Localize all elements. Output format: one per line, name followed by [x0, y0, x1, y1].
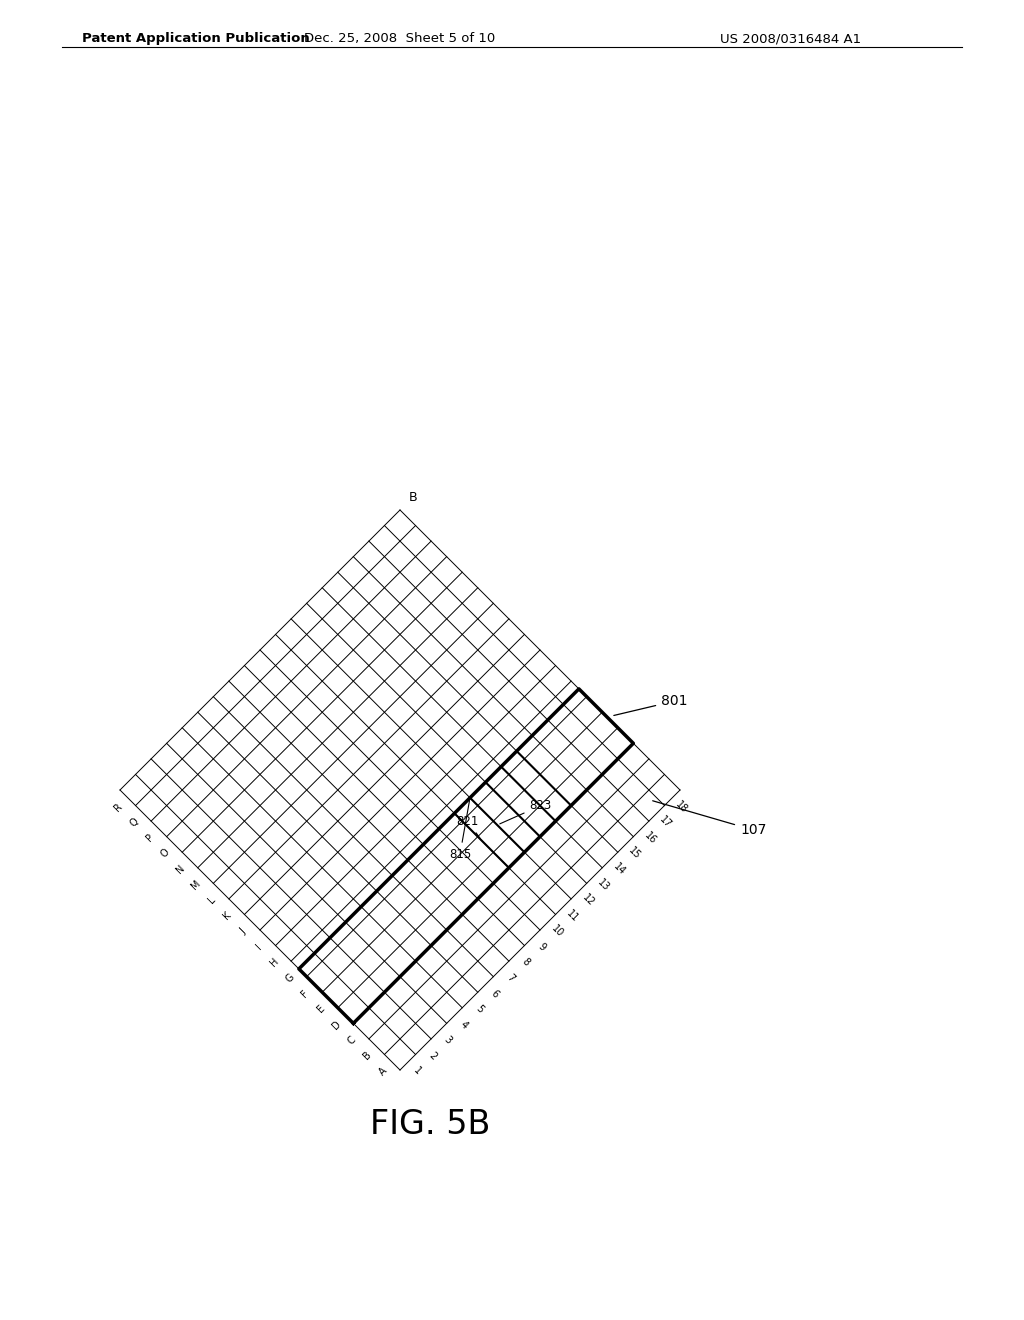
Text: 107: 107 — [652, 801, 766, 837]
Text: C: C — [346, 1035, 357, 1047]
Text: F: F — [300, 989, 310, 999]
Text: 815: 815 — [449, 800, 471, 861]
Text: P: P — [144, 833, 156, 843]
Text: Patent Application Publication: Patent Application Publication — [82, 32, 309, 45]
Text: M: M — [189, 878, 203, 891]
Text: 6: 6 — [489, 987, 501, 999]
Text: 3: 3 — [442, 1035, 454, 1045]
Text: 13: 13 — [596, 876, 611, 892]
Text: Q: Q — [128, 816, 140, 829]
Text: 8: 8 — [520, 957, 531, 969]
Text: 14: 14 — [611, 862, 627, 876]
Text: 17: 17 — [658, 814, 674, 830]
Text: L: L — [207, 895, 217, 906]
Text: 821: 821 — [457, 814, 480, 838]
Text: D: D — [330, 1019, 343, 1031]
Text: N: N — [175, 863, 187, 875]
Text: R: R — [113, 801, 125, 813]
Text: 18: 18 — [674, 799, 689, 814]
Text: 11: 11 — [564, 908, 581, 924]
Text: 16: 16 — [642, 830, 658, 846]
Text: K: K — [221, 909, 233, 921]
Text: G: G — [284, 972, 296, 985]
Text: 7: 7 — [505, 973, 516, 983]
Text: E: E — [315, 1003, 327, 1015]
Text: 4: 4 — [458, 1019, 469, 1031]
Text: J: J — [239, 927, 248, 936]
Text: FIG. 5B: FIG. 5B — [370, 1109, 490, 1142]
Text: 10: 10 — [549, 924, 565, 940]
Text: 1: 1 — [412, 1065, 423, 1077]
Text: H: H — [268, 957, 281, 969]
Text: 15: 15 — [627, 846, 643, 862]
Text: 12: 12 — [581, 892, 596, 908]
Text: 5: 5 — [473, 1003, 485, 1015]
Text: 2: 2 — [427, 1051, 438, 1061]
Text: US 2008/0316484 A1: US 2008/0316484 A1 — [720, 32, 861, 45]
Text: 801: 801 — [613, 694, 688, 715]
Text: A: A — [377, 1065, 389, 1077]
Text: O: O — [159, 847, 171, 859]
Text: I: I — [254, 942, 263, 952]
Text: 823: 823 — [500, 799, 552, 824]
Text: B: B — [361, 1049, 374, 1061]
Text: B: B — [409, 491, 417, 504]
Text: Dec. 25, 2008  Sheet 5 of 10: Dec. 25, 2008 Sheet 5 of 10 — [304, 32, 496, 45]
Text: 9: 9 — [536, 941, 547, 953]
